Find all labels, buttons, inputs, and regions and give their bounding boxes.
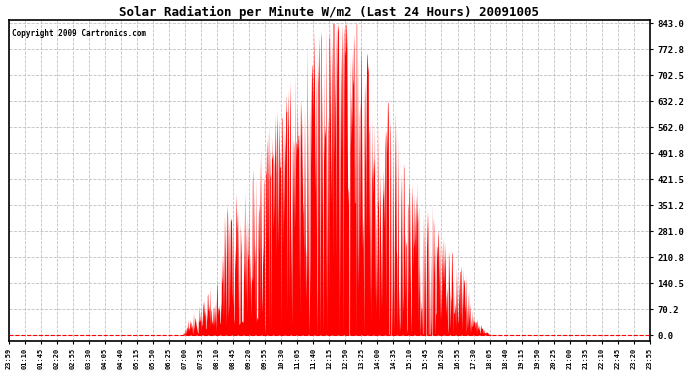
- Title: Solar Radiation per Minute W/m2 (Last 24 Hours) 20091005: Solar Radiation per Minute W/m2 (Last 24…: [119, 6, 540, 19]
- Text: Copyright 2009 Cartronics.com: Copyright 2009 Cartronics.com: [12, 29, 146, 38]
